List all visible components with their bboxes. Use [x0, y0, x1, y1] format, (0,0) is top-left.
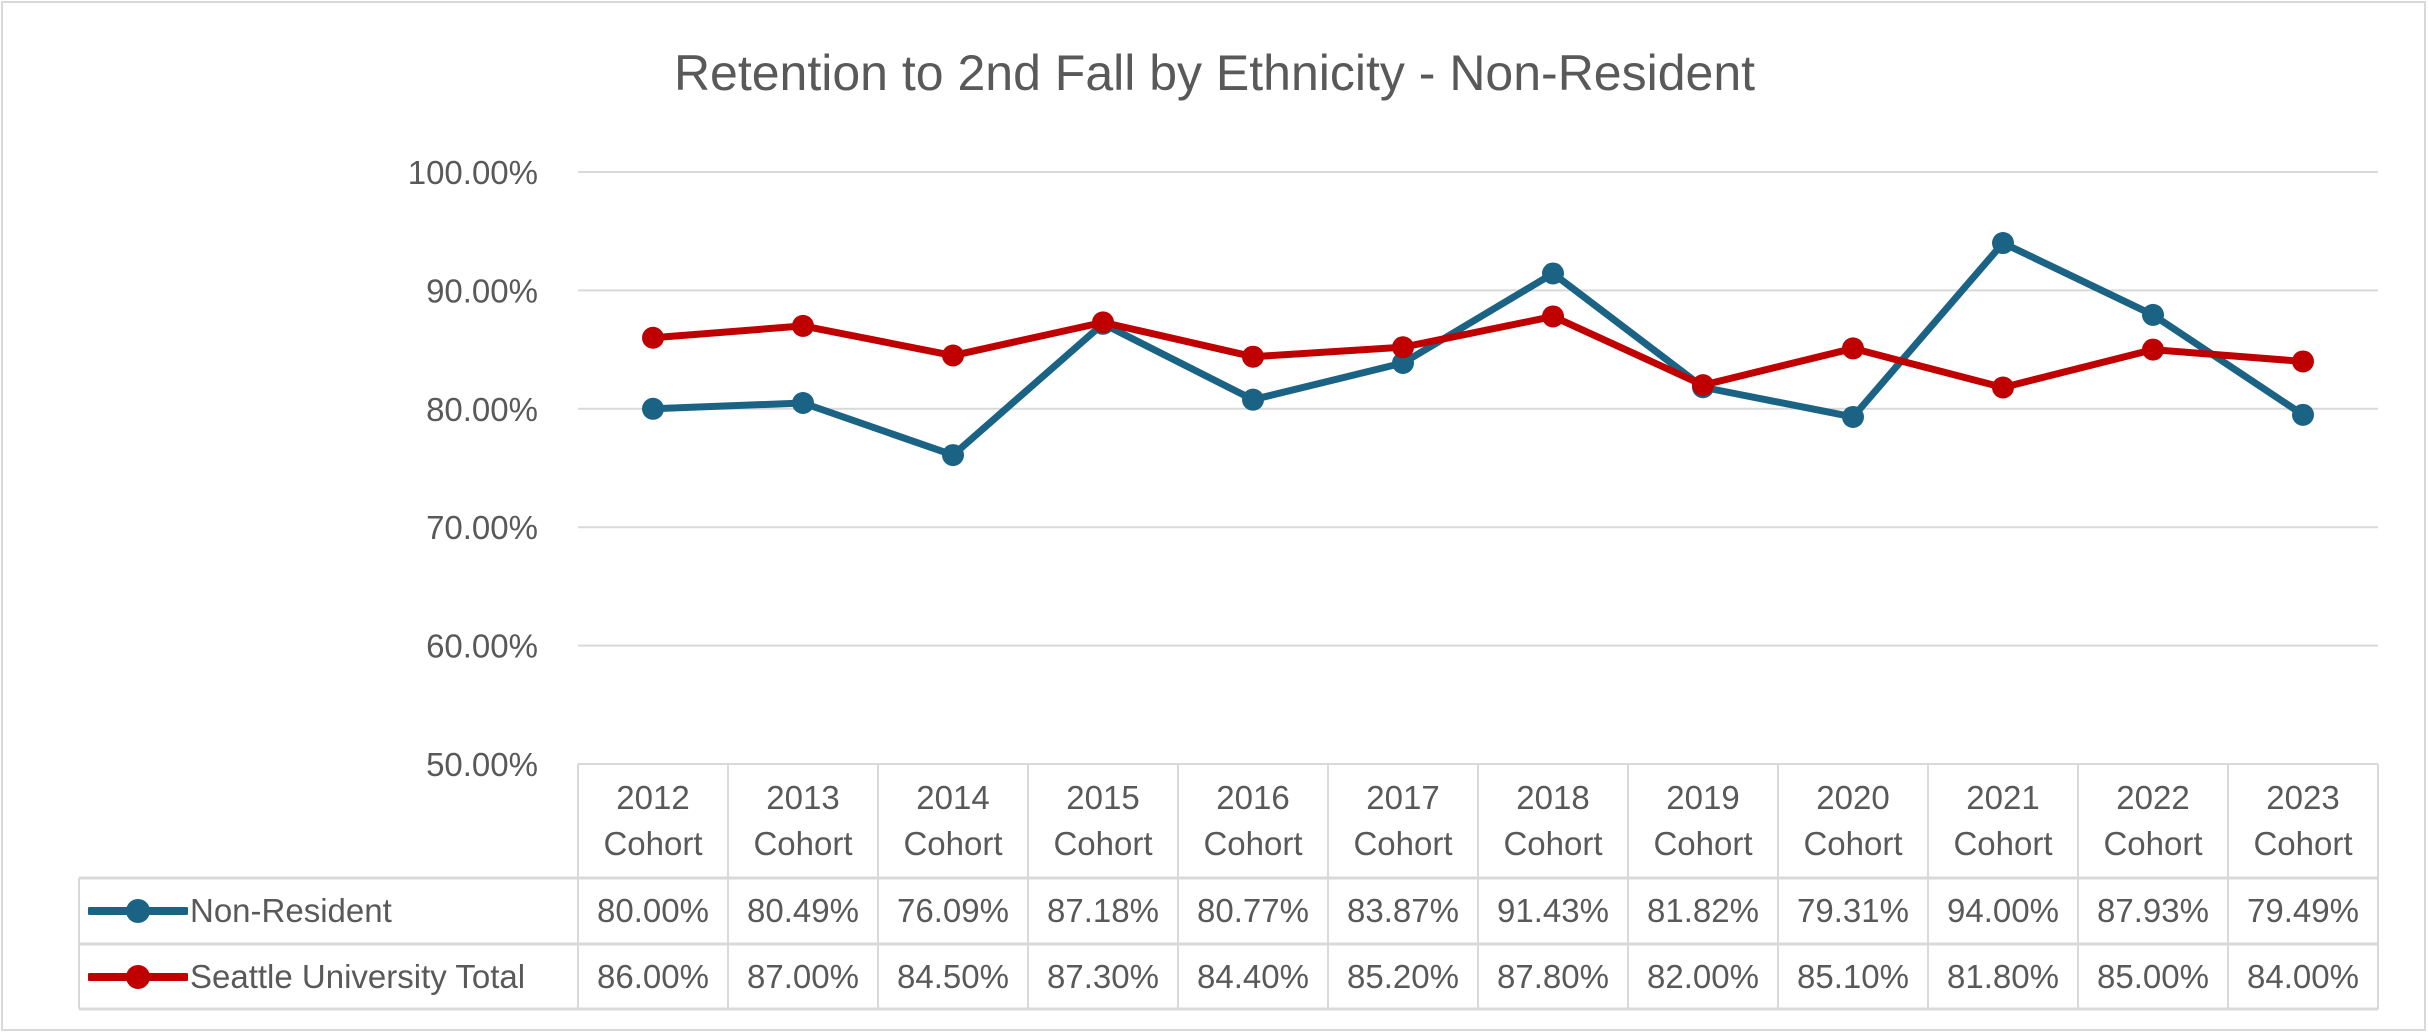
category-label-line: 2013 [766, 779, 840, 816]
data-label: 80.77% [1197, 892, 1309, 929]
data-label: 76.09% [897, 892, 1009, 929]
data-label: 79.49% [2247, 892, 2359, 929]
data-point [1242, 388, 1264, 411]
data-point [642, 326, 664, 349]
y-tick-label: 90.00% [426, 272, 538, 309]
category-label-line: 2021 [1966, 779, 2040, 816]
data-point [1392, 351, 1414, 374]
data-point [1542, 262, 1564, 285]
category-label: 2018 Cohort [1478, 764, 1628, 878]
data-point [942, 444, 964, 467]
data-label: 87.30% [1047, 957, 1159, 995]
category-label-line: Cohort [1953, 825, 2053, 862]
category-label: 2020 Cohort [1778, 764, 1928, 878]
category-label-line: 2018 [1516, 779, 1590, 816]
category-label-line: Cohort [2103, 825, 2203, 862]
data-point [1842, 337, 1864, 360]
data-point [1242, 345, 1264, 368]
data-point [642, 397, 664, 420]
data-label: 83.87% [1347, 892, 1459, 929]
category-label: 2012 Cohort [578, 764, 728, 878]
category-label-line: 2020 [1816, 779, 1890, 816]
category-label: 2022 Cohort [2078, 764, 2228, 878]
category-label-line: 2016 [1216, 779, 1290, 816]
data-point [1992, 376, 2014, 399]
category-label-line: 2022 [2116, 779, 2190, 816]
category-label-line: 2019 [1666, 779, 1740, 816]
data-label: 87.00% [747, 957, 859, 995]
data-point [2292, 350, 2314, 373]
data-point [1842, 405, 1864, 428]
category-label: 2017 Cohort [1328, 764, 1478, 878]
data-label: 87.93% [2097, 892, 2209, 929]
data-point [1542, 305, 1564, 328]
category-label-line: Cohort [903, 825, 1003, 862]
data-label: 82.00% [1647, 957, 1759, 995]
data-label: 81.82% [1647, 892, 1759, 929]
category-label: 2023 Cohort [2228, 764, 2378, 878]
category-label-line: 2023 [2266, 779, 2340, 816]
series-line-0 [652, 239, 2305, 459]
data-label: 94.00% [1947, 892, 2059, 929]
category-label-line: 2017 [1366, 779, 1440, 816]
data-point [2142, 303, 2164, 326]
category-label-line: Cohort [1353, 825, 1453, 862]
category-label-line: Cohort [1053, 825, 1153, 862]
category-label: 2014 Cohort [878, 764, 1028, 878]
category-label-line: Cohort [603, 825, 703, 862]
chart-title: Retention to 2nd Fall by Ethnicity - Non… [673, 45, 1756, 101]
legend-marker-icon [88, 899, 188, 923]
data-point [1392, 336, 1414, 359]
data-label: 80.49% [747, 892, 859, 929]
y-tick-label: 100.00% [408, 154, 538, 191]
y-tick-label: 80.00% [426, 391, 538, 428]
category-label: 2013 Cohort [728, 764, 878, 878]
data-label: 87.80% [1497, 957, 1609, 995]
legend-entry: Non-Resident [88, 878, 578, 944]
category-label-line: 2015 [1066, 779, 1140, 816]
category-label: 2019 Cohort [1628, 764, 1778, 878]
data-point [1992, 232, 2014, 255]
data-label: 79.31% [1797, 892, 1909, 929]
data-point [2292, 403, 2314, 426]
data-label: 84.00% [2247, 957, 2359, 995]
category-label-line: Cohort [1503, 825, 1603, 862]
y-tick-label: 50.00% [426, 746, 538, 783]
data-label: 91.43% [1497, 892, 1609, 929]
category-label-line: Cohort [1653, 825, 1753, 862]
data-point [942, 344, 964, 367]
data-point [1092, 311, 1114, 334]
data-label: 87.18% [1047, 892, 1159, 929]
data-point [1692, 374, 1714, 397]
category-label-line: 2012 [616, 779, 690, 816]
category-label-line: 2014 [916, 779, 990, 816]
legend-label: Non-Resident [190, 892, 392, 929]
category-label-line: Cohort [1203, 825, 1303, 862]
category-label: 2015 Cohort [1028, 764, 1178, 878]
data-label: 84.50% [897, 957, 1009, 995]
category-label-line: Cohort [1803, 825, 1903, 862]
data-label: 84.40% [1197, 957, 1309, 995]
legend-label: Seattle University Total [190, 957, 526, 995]
series-line-1 [652, 312, 2304, 391]
data-label: 86.00% [597, 957, 709, 995]
data-label: 85.20% [1347, 957, 1459, 995]
y-tick-label: 70.00% [426, 509, 538, 546]
legend-entry: Seattle University Total [88, 944, 578, 1009]
data-label: 80.00% [597, 892, 709, 929]
data-point [2142, 338, 2164, 361]
y-tick-label: 60.00% [426, 628, 538, 665]
data-label: 85.10% [1797, 957, 1909, 995]
data-point [792, 314, 814, 337]
data-label: 81.80% [1947, 957, 2059, 995]
category-label: 2021 Cohort [1928, 764, 2078, 878]
category-label-line: Cohort [753, 825, 853, 862]
data-point [792, 391, 814, 414]
category-label-line: Cohort [2253, 825, 2353, 862]
data-label: 85.00% [2097, 957, 2209, 995]
legend-marker-icon [88, 964, 188, 989]
category-label: 2016 Cohort [1178, 764, 1328, 878]
